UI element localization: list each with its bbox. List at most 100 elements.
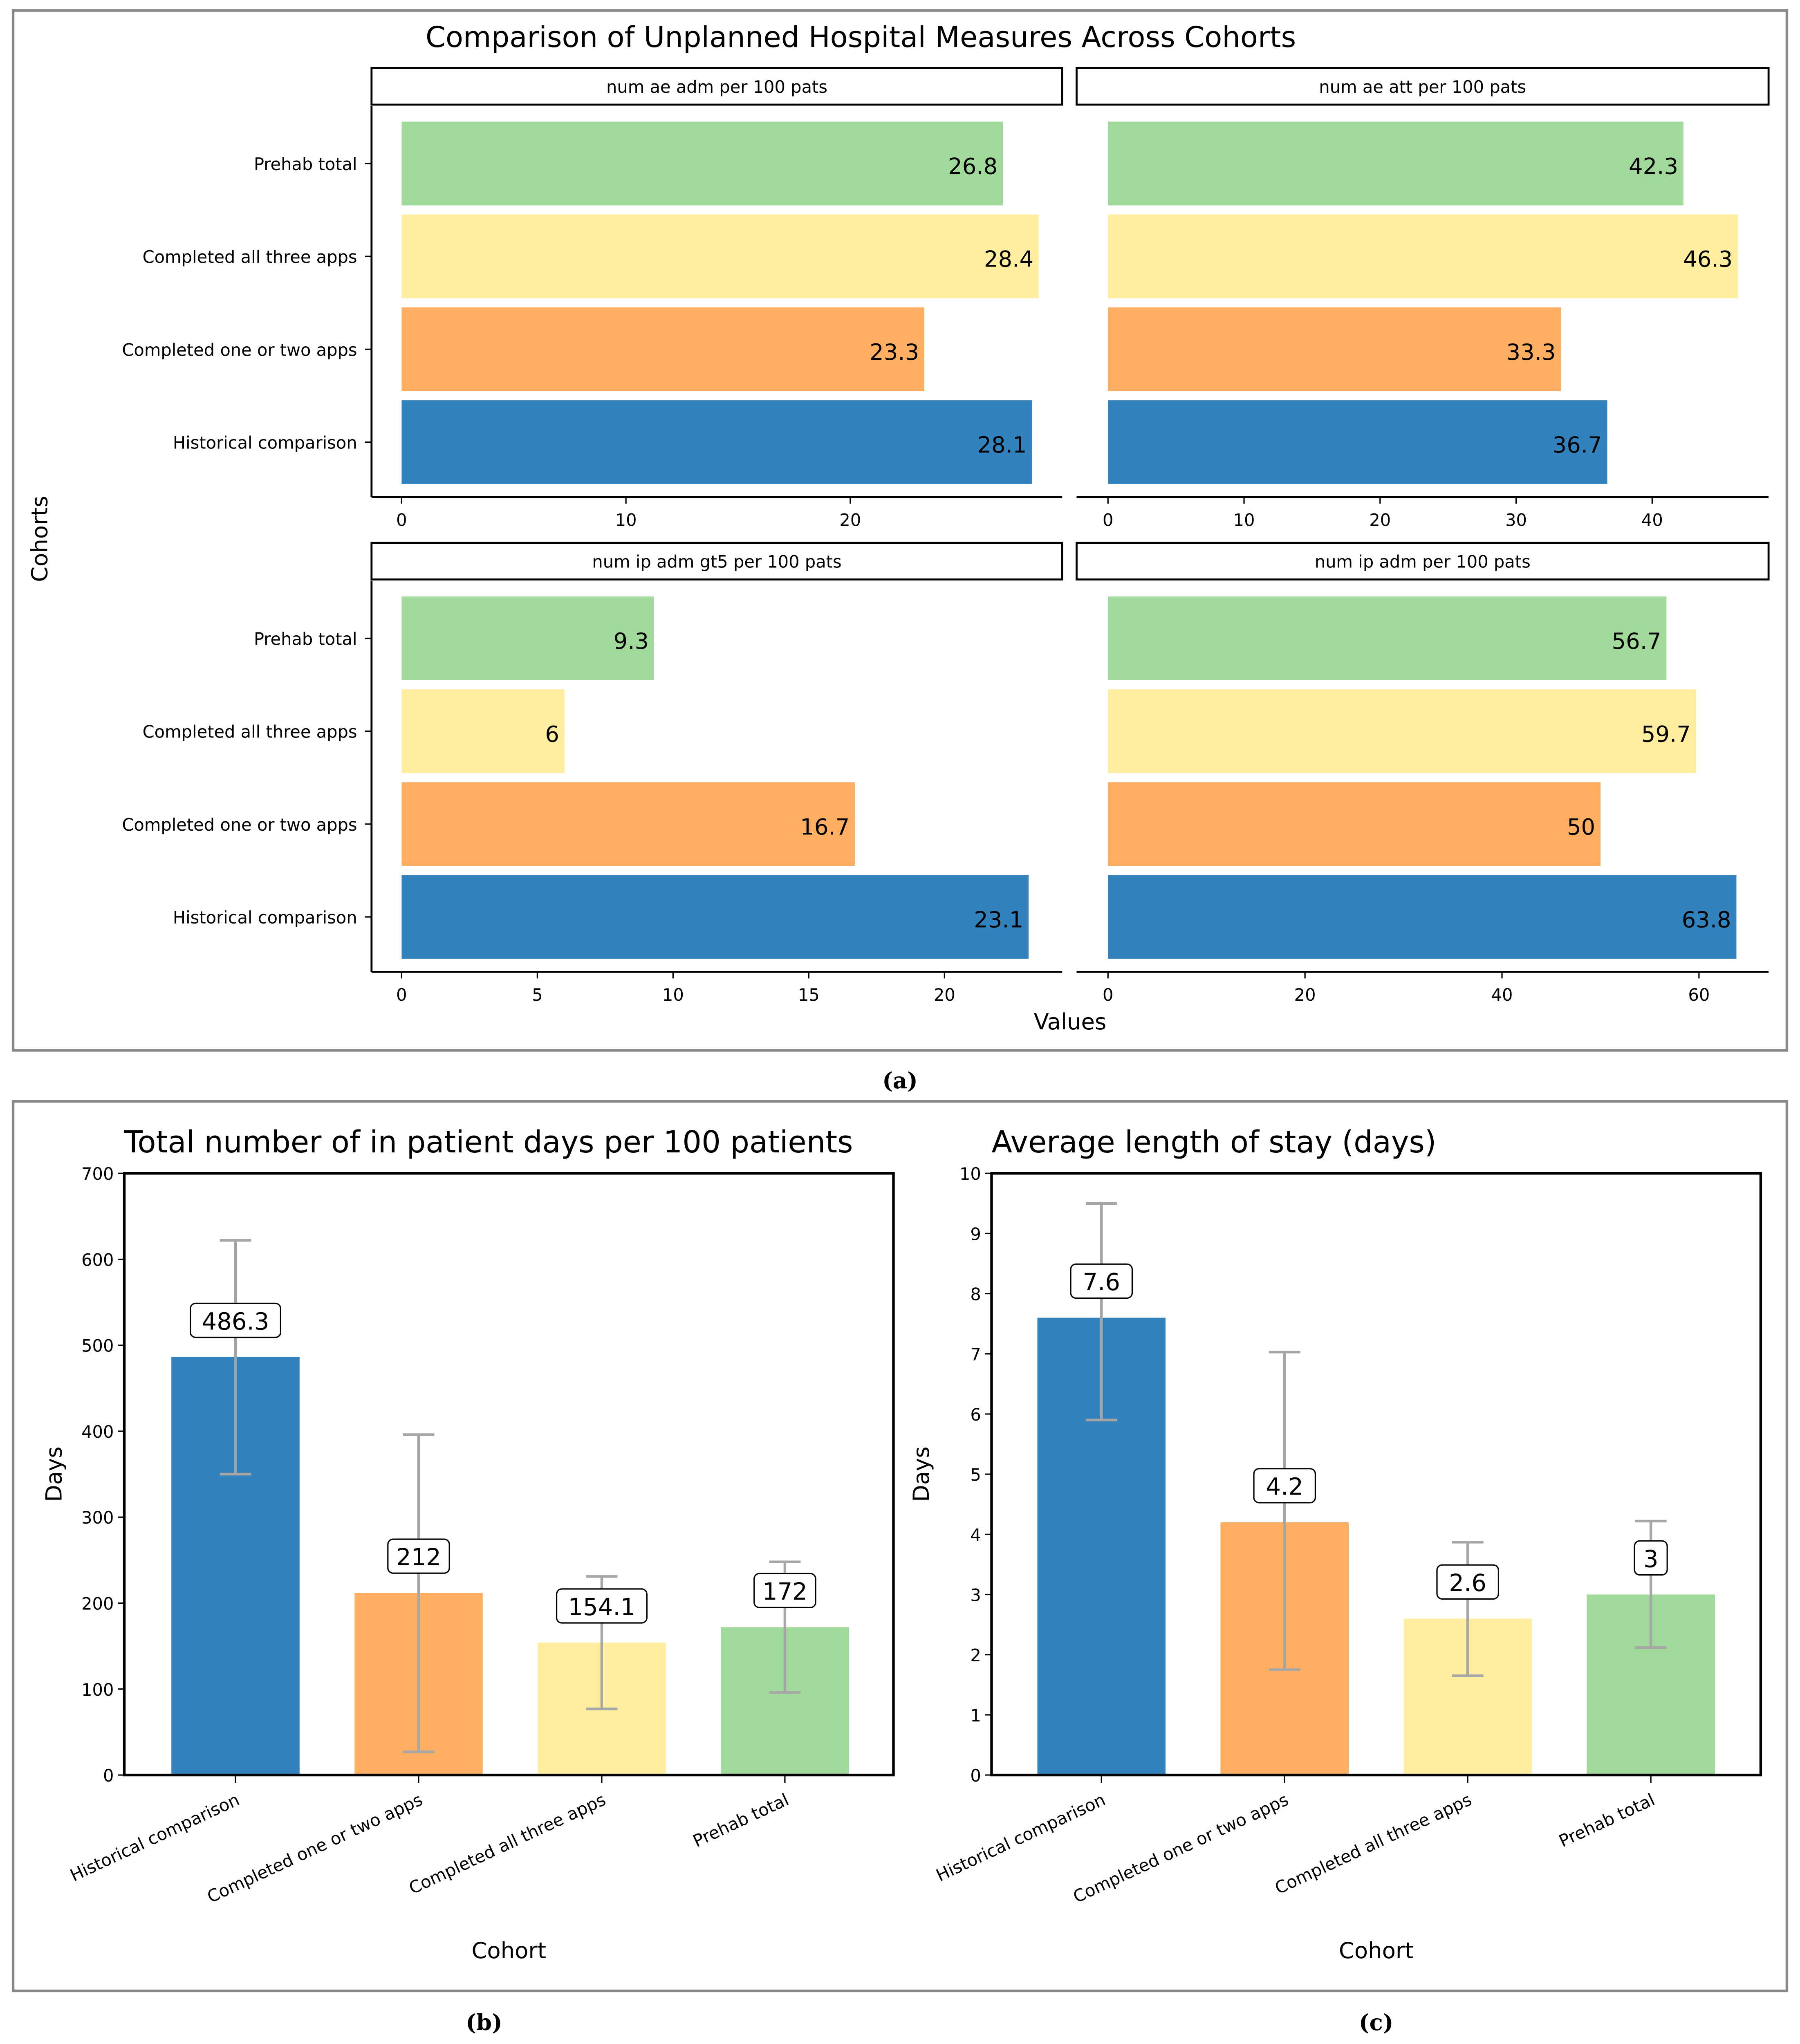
y-tick-label: 10 <box>959 1164 981 1184</box>
x-tick-label: 40 <box>1491 985 1513 1005</box>
y-tick-label: 6 <box>970 1405 981 1425</box>
y-tick-label: 5 <box>970 1465 981 1485</box>
bar-value-label: 23.1 <box>974 907 1023 933</box>
bar-value-label: 33.3 <box>1506 339 1556 365</box>
y-tick-label: Prehab total <box>254 154 357 174</box>
bar <box>401 875 1029 959</box>
bar-value-label: 63.8 <box>1682 907 1731 933</box>
y-tick-label: Prehab total <box>254 629 357 649</box>
y-tick-label: 600 <box>81 1250 114 1270</box>
facet-title: num ae att per 100 pats <box>1319 77 1526 97</box>
bar <box>401 214 1039 298</box>
bar <box>1108 307 1561 391</box>
panel-b-caption: (b) <box>466 2009 502 2035</box>
y-tick-label: Completed one or two apps <box>122 340 357 360</box>
plot-frame <box>990 1172 1762 1777</box>
x-tick-label: 10 <box>662 985 684 1005</box>
y-tick-label: 0 <box>103 1766 114 1786</box>
value-label-box <box>387 1538 450 1574</box>
facet-strip <box>1076 542 1770 580</box>
x-tick-label: Completed all three apps <box>1272 1789 1475 1898</box>
bar-value-label: 56.7 <box>1612 628 1661 654</box>
panel-a-caption: (a) <box>882 1067 918 1094</box>
facet-strip <box>370 67 1063 106</box>
bar <box>1108 689 1696 773</box>
value-label-box <box>1436 1564 1499 1600</box>
y-tick-label: 4 <box>970 1525 981 1545</box>
x-tick-label: 40 <box>1641 510 1663 530</box>
value-label-box <box>753 1573 816 1608</box>
value-label-box <box>1070 1263 1133 1299</box>
x-tick-label: 0 <box>1103 985 1113 1005</box>
bar-value-label: 50 <box>1567 814 1595 840</box>
y-tick-label: Historical comparison <box>173 433 357 453</box>
bar <box>1108 121 1683 206</box>
bar <box>401 307 924 391</box>
y-tick-label: Completed one or two apps <box>122 815 357 835</box>
y-axis-label: Days <box>41 1446 67 1502</box>
panel-a-title: Comparison of Unplanned Hospital Measure… <box>426 20 1296 54</box>
value-label-box <box>1253 1468 1316 1504</box>
chart-title: Average length of stay (days) <box>991 1125 1436 1160</box>
y-tick-label: 3 <box>970 1585 981 1605</box>
bar-value-label: 212 <box>396 1544 441 1571</box>
y-tick-label: 500 <box>81 1336 114 1356</box>
y-tick-label: 8 <box>970 1284 981 1304</box>
bar-value-label: 46.3 <box>1683 247 1733 272</box>
bar-value-label: 28.1 <box>977 432 1027 458</box>
panel-c-caption: (c) <box>1359 2009 1394 2035</box>
x-tick-label: 0 <box>396 985 407 1005</box>
value-label-box <box>1634 1540 1668 1576</box>
x-axis-label: Cohort <box>471 1938 546 1963</box>
panel-a-xlabel: Values <box>1034 1009 1107 1035</box>
y-tick-label: 300 <box>81 1508 114 1528</box>
x-tick-label: 20 <box>934 985 955 1005</box>
bar-value-label: 486.3 <box>202 1308 269 1335</box>
y-tick-label: 9 <box>970 1224 981 1244</box>
bar-value-label: 28.4 <box>984 247 1033 272</box>
bar <box>401 596 654 680</box>
plot-frame <box>123 1172 895 1777</box>
y-tick-label: 400 <box>81 1422 114 1442</box>
facet-title: num ip adm per 100 pats <box>1315 552 1531 572</box>
bar-value-label: 42.3 <box>1629 154 1678 179</box>
bar <box>1108 782 1600 866</box>
x-tick-label: 30 <box>1505 510 1527 530</box>
bar-value-label: 2.6 <box>1449 1569 1486 1597</box>
value-label-box <box>190 1302 282 1338</box>
facet-title: num ip adm gt5 per 100 pats <box>592 552 841 572</box>
bar <box>401 782 855 866</box>
x-tick-label: 20 <box>839 510 861 530</box>
x-tick-label: 15 <box>798 985 820 1005</box>
bar <box>401 121 1003 206</box>
facet-strip <box>1076 67 1770 106</box>
x-tick-label: Historical comparison <box>67 1789 242 1885</box>
panel-bc-frame <box>11 1100 1789 1992</box>
bar-value-label: 3 <box>1643 1545 1659 1573</box>
y-tick-label: Completed all three apps <box>143 247 357 267</box>
facet-title: num ae adm per 100 pats <box>606 77 827 97</box>
facet-strip <box>370 542 1063 580</box>
y-tick-label: 2 <box>970 1645 981 1665</box>
value-label-box <box>556 1588 648 1624</box>
y-tick-label: 1 <box>970 1706 981 1726</box>
bar <box>1108 875 1737 959</box>
y-tick-label: 0 <box>970 1766 981 1786</box>
bar-value-label: 26.8 <box>948 154 998 179</box>
y-tick-label: Completed all three apps <box>143 722 357 742</box>
bar-value-label: 4.2 <box>1266 1473 1303 1501</box>
x-tick-label: 20 <box>1369 510 1391 530</box>
x-tick-label: 0 <box>1103 510 1113 530</box>
y-tick-label: 700 <box>81 1164 114 1184</box>
x-tick-label: Historical comparison <box>933 1789 1108 1885</box>
x-tick-label: Prehab total <box>1556 1789 1658 1851</box>
bar <box>401 689 565 773</box>
y-tick-label: Historical comparison <box>173 908 357 928</box>
bar-value-label: 7.6 <box>1083 1269 1120 1296</box>
x-tick-label: 10 <box>615 510 637 530</box>
bar-value-label: 59.7 <box>1641 721 1691 747</box>
x-tick-label: 10 <box>1233 510 1255 530</box>
bar-value-label: 172 <box>762 1578 807 1605</box>
x-tick-label: Completed all three apps <box>406 1789 609 1898</box>
